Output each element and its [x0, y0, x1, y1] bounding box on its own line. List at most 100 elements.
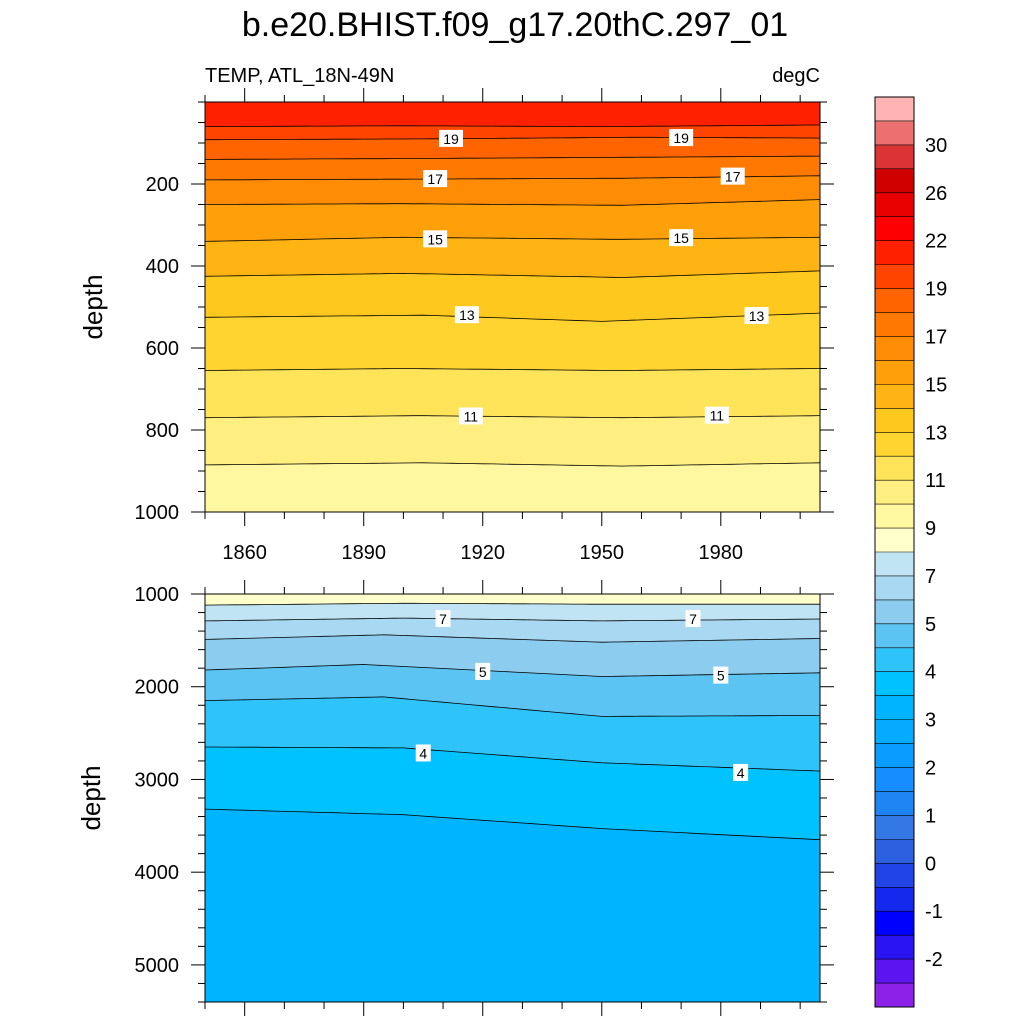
contour-label-box	[669, 129, 694, 147]
y-tick-label-200: 200	[146, 174, 179, 196]
upper-depth-panel: 19 19 17 17 15 15 13 13 11 11 200 400 600 800 1000 186…	[78, 88, 834, 564]
contour-label-11: 11	[710, 408, 725, 424]
colorbar-swatch	[875, 216, 914, 241]
deep-depth-panel: 7 7 5 5 4 4 1000 2000 3000 4000 5000 depth	[76, 580, 834, 1016]
x-tick-label-1920: 1920	[460, 542, 505, 564]
colorbar-swatch	[875, 264, 914, 289]
contour-label-19: 19	[673, 130, 689, 146]
colorbar-label-22: 22	[925, 231, 947, 253]
contour-label-17: 17	[427, 171, 443, 187]
contour-label-13: 13	[459, 307, 475, 323]
contour-label-5: 5	[717, 668, 725, 684]
y-tick-label-400: 400	[146, 256, 179, 278]
contour-label-7: 7	[439, 611, 447, 627]
contour-line-4.5	[205, 696, 820, 717]
x-tick-label-1950: 1950	[580, 542, 625, 564]
colorbar-swatch	[875, 504, 914, 529]
contour-line-17	[205, 175, 820, 181]
y-tick-label-600: 600	[146, 338, 179, 360]
colorbar-label-2: 2	[925, 758, 936, 780]
contour-line-18	[205, 155, 820, 160]
contour-line-10	[205, 462, 820, 467]
colorbar-swatch	[875, 719, 914, 744]
colorbar-swatch	[875, 911, 914, 936]
upper-y-axis-label: depth	[78, 274, 108, 339]
colorbar-label-5: 5	[925, 614, 936, 636]
contour-line-13	[205, 312, 820, 322]
colorbar: -2 -1 0 1 2 3 4 5 7 9 11 13 15 17 19 22 26 30	[874, 96, 947, 1008]
colorbar-swatch	[875, 983, 914, 1008]
y-tick-label-4000: 4000	[135, 862, 180, 884]
colorbar-swatch	[875, 575, 914, 601]
y-tick-label-5000: 5000	[135, 955, 180, 977]
colorbar-label-3: 3	[925, 710, 936, 732]
contour-label-11: 11	[464, 408, 479, 424]
y-tick-label-800: 800	[146, 420, 179, 442]
contour-label-4: 4	[737, 765, 745, 781]
contour-label-17: 17	[725, 169, 741, 185]
colorbar-swatch	[875, 671, 914, 696]
colorbar-swatch	[875, 599, 914, 625]
colorbar-swatch	[875, 336, 914, 361]
colorbar-swatch	[875, 552, 914, 577]
contour-label-15: 15	[427, 231, 443, 247]
contour-label-box	[733, 763, 749, 781]
contour-line-15	[205, 236, 820, 242]
contour-label-15: 15	[673, 230, 689, 246]
colorbar-swatch	[875, 647, 914, 673]
y-tick-label-2000: 2000	[135, 677, 180, 699]
variable-subtitle: TEMP, ATL_18N-49N	[205, 65, 394, 87]
contour-label-box	[744, 307, 769, 325]
contour-label-7: 7	[689, 611, 697, 627]
y-tick-label-1000: 1000	[135, 502, 180, 524]
colorbar-swatch	[875, 432, 914, 457]
contour-label-19: 19	[443, 131, 459, 147]
colorbar-swatch	[875, 791, 914, 816]
contour-line-7	[205, 617, 820, 622]
contour-label-5: 5	[479, 664, 487, 680]
colorbar-swatch	[875, 863, 914, 888]
colorbar-label-13: 13	[925, 422, 947, 444]
contour-label-box	[669, 229, 694, 247]
colorbar-swatch	[875, 384, 914, 409]
contour-label-box	[435, 610, 451, 628]
colorbar-label--1: -1	[925, 901, 943, 923]
colorbar-label-0: 0	[925, 853, 936, 875]
contour-line-6	[205, 634, 820, 643]
contour-label-box	[704, 406, 729, 424]
colorbar-swatch	[875, 288, 914, 313]
colorbar-label-4: 4	[925, 662, 936, 684]
contour-line-19	[205, 136, 820, 141]
contour-line-12	[205, 368, 820, 372]
contour-label-box	[458, 407, 483, 425]
colorbar-swatch	[875, 887, 914, 912]
colorbar-label-26: 26	[925, 183, 947, 205]
colorbar-swatch	[875, 839, 914, 864]
chart-title: b.e20.BHIST.f09_g17.20thC.297_01	[242, 6, 788, 44]
contour-label-box	[720, 167, 745, 185]
colorbar-swatch	[875, 695, 914, 720]
colorbar-swatch	[875, 623, 914, 649]
deep-y-axis-label: depth	[76, 765, 106, 830]
colorbar-label--2: -2	[925, 949, 943, 971]
contour-label-box	[439, 129, 463, 147]
x-tick-label-1890: 1890	[341, 542, 386, 564]
contour-label-4: 4	[419, 745, 427, 761]
colorbar-frame	[874, 96, 915, 1008]
x-tick-label-1980: 1980	[699, 542, 744, 564]
colorbar-swatch	[875, 743, 914, 768]
contour-line-20	[205, 124, 820, 127]
contour-line-4	[205, 746, 820, 772]
contour-label-box	[475, 662, 491, 680]
colorbar-swatch	[875, 935, 914, 960]
temperature-band-10	[205, 462, 820, 512]
contour-label-box	[454, 306, 479, 324]
colorbar-swatch	[875, 168, 914, 194]
colorbar-swatch	[875, 120, 914, 146]
colorbar-swatch	[875, 408, 914, 433]
contour-line-3.5	[205, 808, 820, 841]
contour-label-box	[713, 666, 729, 684]
colorbar-swatch	[875, 456, 914, 481]
colorbar-swatch	[875, 192, 914, 218]
colorbar-label-19: 19	[925, 279, 947, 301]
